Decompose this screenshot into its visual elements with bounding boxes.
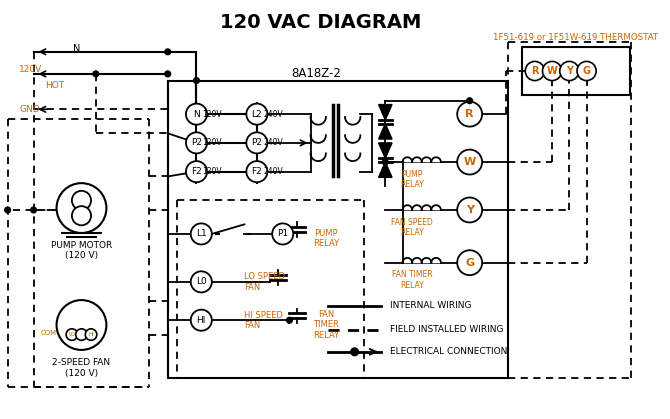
Circle shape — [66, 329, 78, 340]
Text: COM: COM — [40, 330, 56, 336]
Circle shape — [525, 62, 545, 80]
Text: L1: L1 — [196, 230, 206, 238]
Circle shape — [191, 223, 212, 244]
Circle shape — [543, 62, 561, 80]
Circle shape — [351, 348, 358, 356]
Text: W: W — [547, 66, 557, 76]
Text: HI: HI — [88, 332, 94, 337]
Text: 120V: 120V — [202, 138, 222, 147]
Text: FAN
TIMER
RELAY: FAN TIMER RELAY — [313, 310, 339, 340]
Circle shape — [191, 310, 212, 331]
Text: INTERNAL WIRING: INTERNAL WIRING — [390, 301, 472, 310]
Circle shape — [247, 103, 267, 125]
Text: L0: L0 — [196, 277, 206, 286]
Text: L2: L2 — [251, 110, 262, 119]
Circle shape — [85, 329, 96, 340]
Text: LO: LO — [68, 332, 76, 337]
Text: PUMP
RELAY: PUMP RELAY — [400, 170, 424, 189]
Circle shape — [191, 272, 212, 292]
Text: 240V: 240V — [263, 110, 283, 119]
Text: LO SPEED
FAN: LO SPEED FAN — [245, 272, 285, 292]
Polygon shape — [379, 124, 392, 139]
Text: 120 VAC DIAGRAM: 120 VAC DIAGRAM — [220, 13, 422, 31]
Circle shape — [383, 109, 388, 115]
Text: HOT: HOT — [45, 81, 64, 90]
Circle shape — [186, 161, 207, 182]
Bar — [523, 47, 630, 95]
Circle shape — [559, 62, 579, 80]
Circle shape — [457, 150, 482, 175]
Text: 240V: 240V — [263, 138, 283, 147]
Circle shape — [457, 197, 482, 222]
Text: 240V: 240V — [263, 167, 283, 176]
Text: PUMP
RELAY: PUMP RELAY — [313, 229, 339, 248]
Text: Y: Y — [466, 205, 474, 215]
Circle shape — [457, 250, 482, 275]
Text: N: N — [73, 44, 80, 54]
Circle shape — [272, 223, 293, 244]
Text: G: G — [583, 66, 590, 76]
Text: FAN TIMER
RELAY: FAN TIMER RELAY — [392, 270, 432, 290]
Polygon shape — [379, 162, 392, 177]
Text: HI: HI — [196, 316, 206, 325]
Text: 8A18Z-2: 8A18Z-2 — [291, 67, 341, 80]
Circle shape — [72, 206, 91, 225]
Polygon shape — [379, 105, 392, 120]
Text: R: R — [466, 109, 474, 119]
Text: N: N — [193, 110, 200, 119]
Bar — [168, 80, 508, 378]
Text: W: W — [464, 157, 476, 167]
Circle shape — [467, 98, 472, 103]
Text: FIELD INSTALLED WIRING: FIELD INSTALLED WIRING — [390, 325, 504, 334]
Text: R: R — [531, 66, 539, 76]
Text: P2: P2 — [191, 138, 202, 147]
Text: P1: P1 — [277, 230, 288, 238]
Text: 1F51-619 or 1F51W-619 THERMOSTAT: 1F51-619 or 1F51W-619 THERMOSTAT — [493, 33, 659, 42]
Text: 120V: 120V — [202, 167, 222, 176]
Circle shape — [577, 62, 596, 80]
Circle shape — [56, 183, 107, 233]
Circle shape — [247, 161, 267, 182]
Text: 120V: 120V — [202, 110, 222, 119]
Circle shape — [165, 49, 171, 55]
Polygon shape — [379, 143, 392, 158]
Text: HI SPEED
FAN: HI SPEED FAN — [245, 310, 283, 330]
Circle shape — [72, 191, 91, 210]
Circle shape — [93, 71, 98, 77]
Text: 120V: 120V — [19, 65, 42, 74]
Text: FAN SPEED
RELAY: FAN SPEED RELAY — [391, 217, 433, 237]
Circle shape — [76, 329, 87, 340]
Circle shape — [31, 207, 36, 213]
Circle shape — [194, 78, 200, 83]
Circle shape — [383, 167, 388, 173]
Circle shape — [5, 207, 11, 213]
Text: Y: Y — [566, 66, 573, 76]
Circle shape — [165, 71, 171, 77]
Circle shape — [56, 300, 107, 350]
Circle shape — [287, 317, 292, 323]
Circle shape — [247, 132, 267, 153]
Circle shape — [186, 132, 207, 153]
Text: P2: P2 — [251, 138, 263, 147]
Text: G: G — [465, 258, 474, 268]
Circle shape — [383, 159, 388, 165]
Text: PUMP MOTOR
(120 V): PUMP MOTOR (120 V) — [51, 241, 112, 260]
Text: ELECTRICAL CONNECTION: ELECTRICAL CONNECTION — [390, 347, 507, 356]
Circle shape — [186, 103, 207, 125]
Text: 2-SPEED FAN
(120 V): 2-SPEED FAN (120 V) — [52, 358, 111, 378]
Text: F2: F2 — [251, 167, 262, 176]
Text: F2: F2 — [191, 167, 202, 176]
Circle shape — [457, 102, 482, 127]
Text: GND: GND — [19, 105, 40, 114]
